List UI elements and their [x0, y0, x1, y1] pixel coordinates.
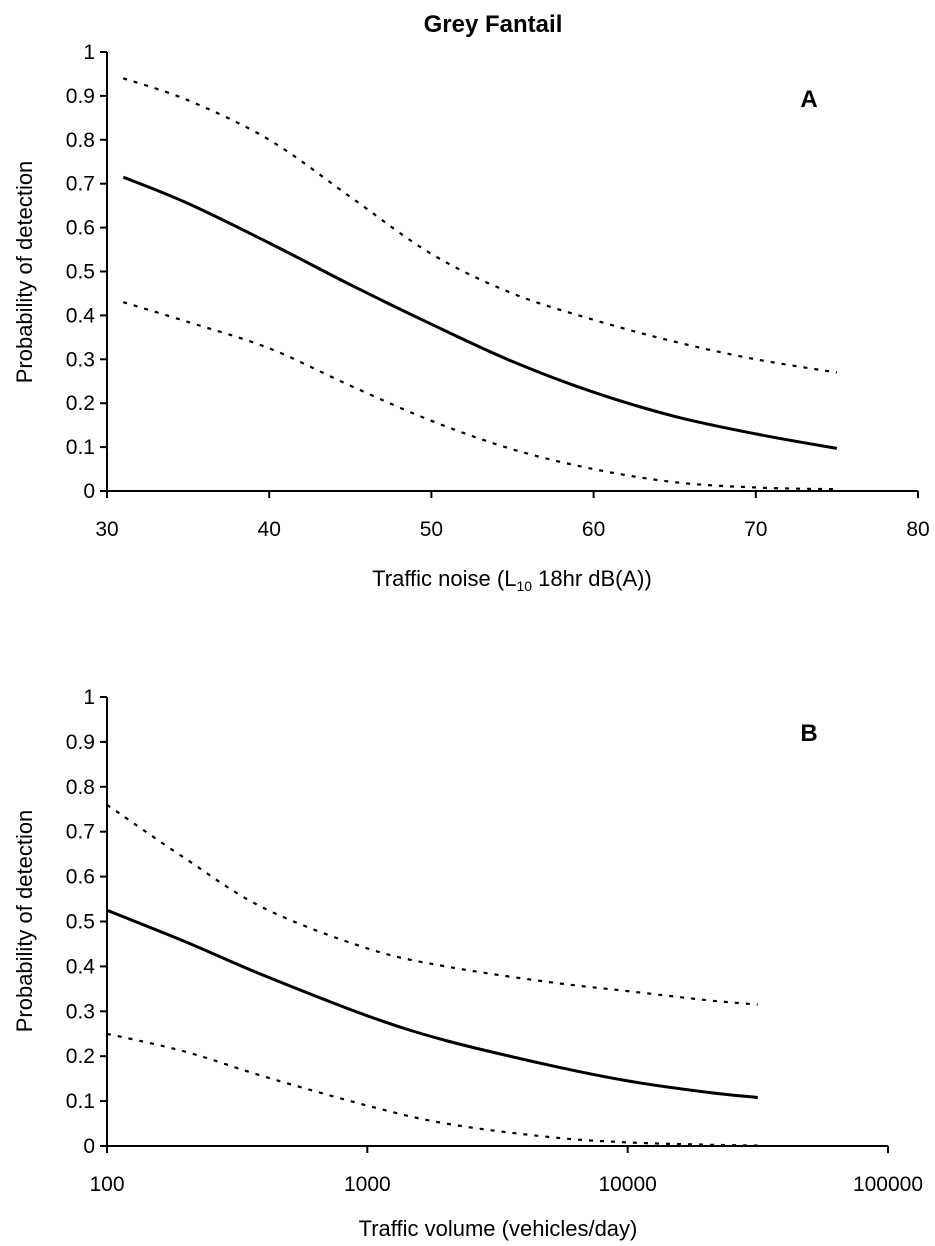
y-tick-label: 0.9 — [66, 85, 95, 108]
x-tick-label: 70 — [744, 518, 767, 541]
y-tick-label: 0.6 — [66, 866, 95, 889]
panel-b-upper-confidence-line — [106, 803, 758, 1006]
y-tick-label: 0.3 — [66, 1000, 95, 1023]
y-tick-label: 0 — [83, 1135, 95, 1158]
y-tick-label: 0.1 — [66, 436, 95, 459]
panel-a-x-title-prefix: Traffic noise (L — [372, 566, 516, 591]
y-tick-label: 0.2 — [66, 1045, 95, 1068]
y-tick-label: 0.7 — [66, 173, 95, 196]
y-tick-label: 0.5 — [66, 261, 95, 284]
x-tick-label: 50 — [420, 518, 443, 541]
x-tick-label: 100000 — [853, 1173, 923, 1196]
panel-a-upper-confidence-line — [122, 77, 838, 374]
panel-a-y-axis-title: Probability of detection — [12, 161, 37, 384]
y-tick-label: 1 — [83, 41, 95, 64]
x-tick-label: 80 — [906, 518, 929, 541]
panel-a-x-title-subscript: 10 — [516, 578, 532, 594]
y-tick-label: 0.7 — [66, 821, 95, 844]
y-tick-label: 0.1 — [66, 1090, 95, 1113]
y-tick-label: 0.8 — [66, 129, 95, 152]
y-tick-label: 1 — [83, 686, 95, 709]
panel-b-y-axis-title: Probability of detection — [12, 810, 37, 1033]
x-tick-label: 10000 — [598, 1173, 656, 1196]
panel-a-y-axis: 0 0.1 0.2 0.3 0.4 0.5 0.6 0.7 0.8 0.9 1 — [66, 41, 108, 503]
chart-title: Grey Fantail — [424, 11, 563, 38]
y-tick-label: 0 — [83, 480, 95, 503]
x-tick-label: 60 — [582, 518, 605, 541]
x-tick-label: 100 — [89, 1173, 124, 1196]
x-tick-label: 40 — [258, 518, 281, 541]
panel-a: 0 0.1 0.2 0.3 0.4 0.5 0.6 0.7 0.8 0.9 1 30 40 50 60 70… — [12, 41, 930, 594]
panel-b-lower-confidence-line — [106, 1032, 758, 1147]
panel-b-series — [106, 803, 758, 1147]
y-tick-label: 0.4 — [66, 955, 96, 978]
panel-b-x-axis: 100 1000 10000 100000 — [89, 1145, 923, 1196]
panel-a-x-axis-title: Traffic noise (L10 18hr dB(A)) — [372, 566, 652, 594]
y-tick-label: 0.8 — [66, 776, 95, 799]
panel-b-label: B — [800, 720, 817, 747]
panel-a-lower-confidence-line — [122, 301, 837, 491]
panel-b: 00.10.20.30.40.50.60.70.80.91 100 1000 100… — [12, 686, 923, 1241]
panel-b-fitted-line — [106, 908, 758, 1099]
panel-a-x-title-suffix: 18hr dB(A)) — [532, 566, 652, 591]
x-tick-label: 1000 — [344, 1173, 391, 1196]
panel-a-series — [122, 77, 838, 491]
x-tick-label: 30 — [95, 518, 118, 541]
panel-a-label: A — [800, 86, 817, 113]
y-tick-label: 0.5 — [66, 911, 95, 934]
panel-b-x-axis-title: Traffic volume (vehicles/day) — [359, 1216, 638, 1241]
panel-a-fitted-line — [122, 175, 838, 450]
y-tick-label: 0.2 — [66, 392, 95, 415]
panel-b-y-axis: 0 0.1 0.2 0.3 0.4 0.5 0.6 0.7 0.8 0.9 1 — [66, 686, 108, 1158]
y-tick-label: 0.6 — [66, 217, 95, 240]
y-tick-label: 0.3 — [66, 348, 95, 371]
y-tick-label: 0.4 — [66, 304, 96, 327]
panel-a-x-axis: 30 40 50 60 70 80 — [95, 490, 930, 541]
y-tick-label: 0.9 — [66, 731, 95, 754]
